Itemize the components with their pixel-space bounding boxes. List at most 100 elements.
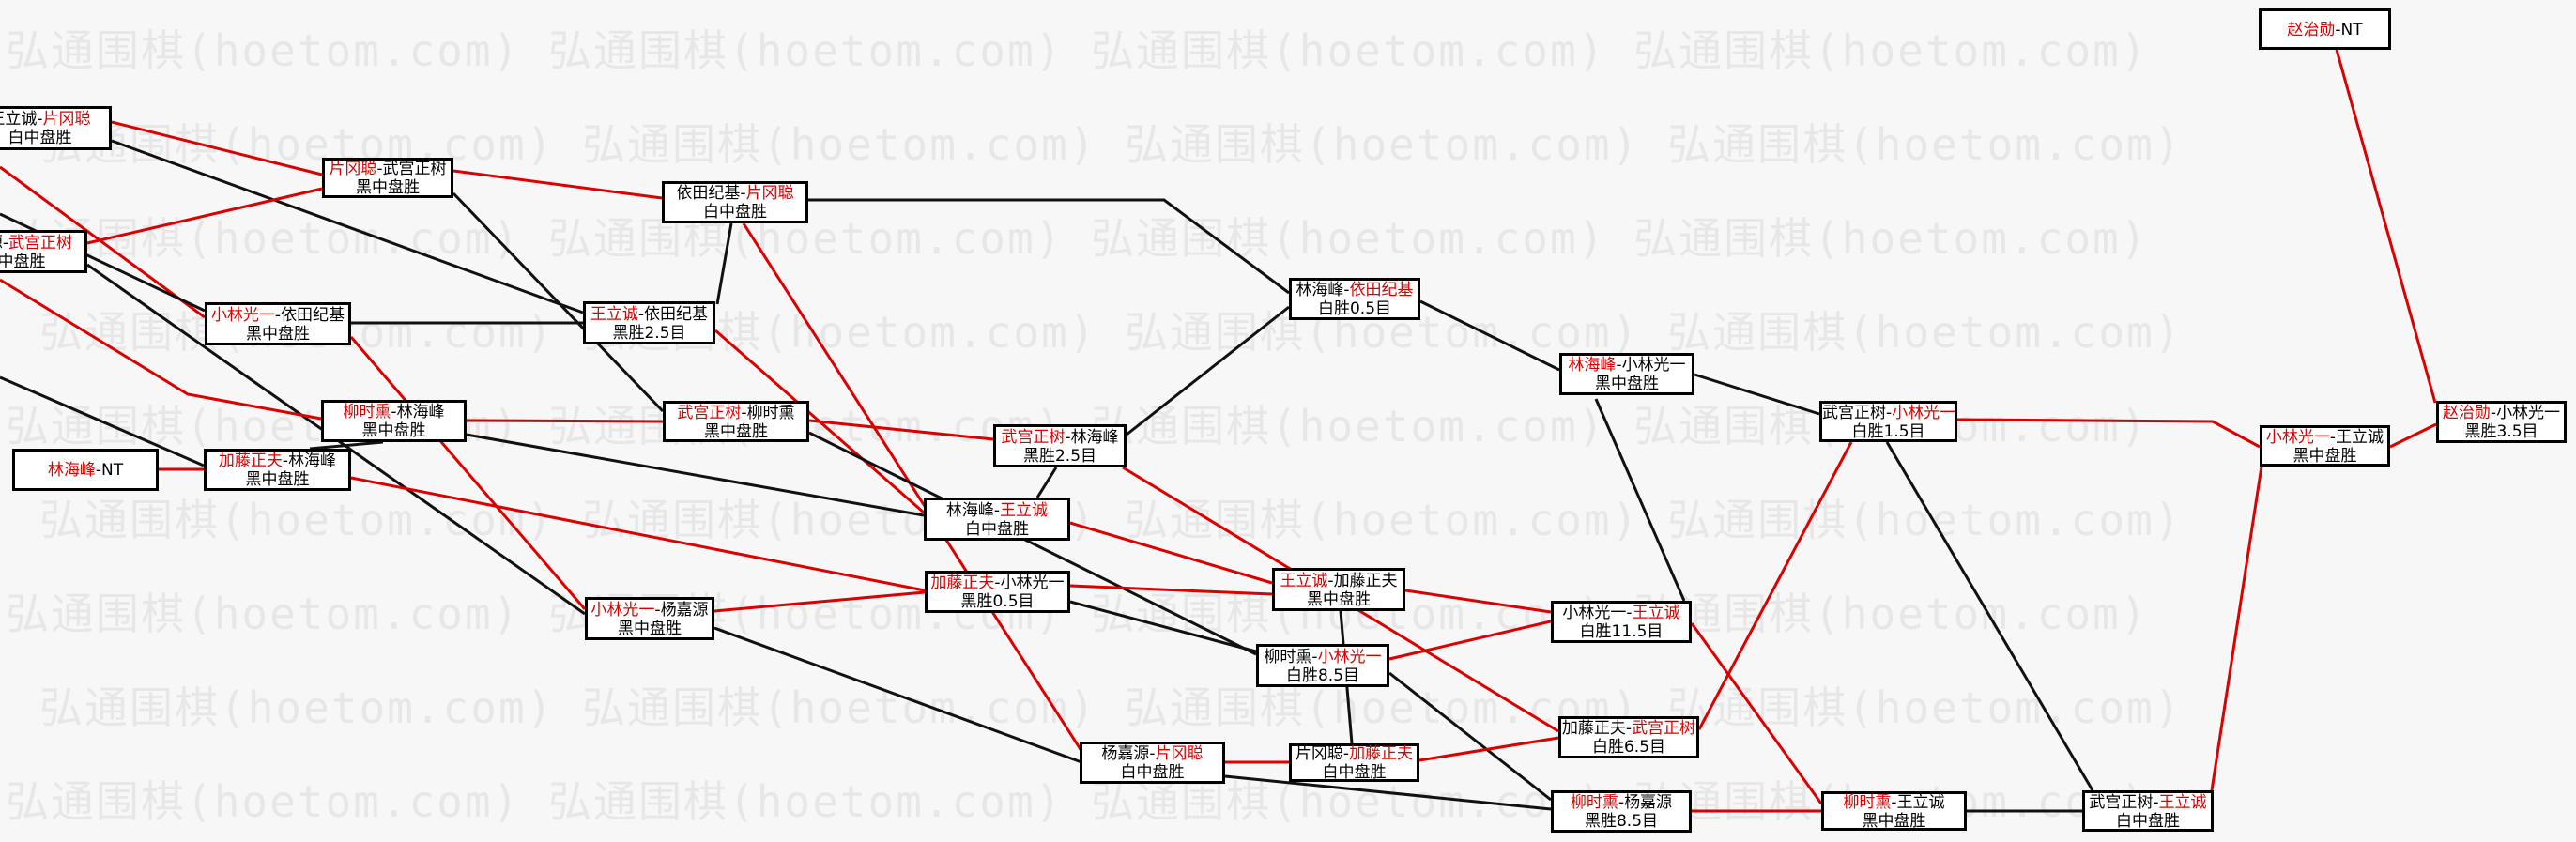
match-players: 小林光一-依田纪基 [207, 306, 348, 325]
match-box-g21[interactable]: 小林光一-王立诚 白胜11.5目 [1551, 601, 1692, 643]
players-separator: - [741, 403, 747, 422]
match-box-g7[interactable]: 加藤正夫-林海峰 黑中盘胜 [204, 449, 351, 491]
match-box-g8[interactable]: 依田纪基-片冈聪 白中盘胜 [662, 181, 808, 223]
players-separator: - [2153, 792, 2159, 812]
match-box-g2[interactable]: 杨嘉源-武宫正树 白中盘胜 [0, 230, 87, 273]
match-players: 赵治勋-小林光一 [2439, 404, 2564, 422]
edge-g18-g23-black [1388, 671, 1552, 802]
player-name-black: 王立诚 [1280, 571, 1328, 590]
edge-g16-g26-black [1694, 373, 1820, 416]
match-result: 黑胜2.5目 [612, 323, 686, 343]
match-players: 加藤正夫-小林光一 [928, 574, 1067, 592]
match-result: 白胜1.5目 [1851, 421, 1925, 441]
player-name-white: 小林光一 [1317, 647, 1382, 666]
match-box-g1[interactable]: 王立诚-片冈聪 白中盘胜 [0, 106, 112, 150]
match-players: 片冈聪-加藤正夫 [1292, 744, 1417, 763]
match-players: 小林光一-王立诚 [1554, 604, 1689, 622]
edge-g13-g18-black [1069, 600, 1257, 653]
match-box-g22[interactable]: 加藤正夫-武宫正树 白胜6.5目 [1558, 716, 1699, 758]
match-players: 柳时熏-小林光一 [1259, 648, 1387, 666]
match-box-g9[interactable]: 王立诚-依田纪基 黑胜2.5目 [583, 301, 715, 344]
edge-offscreen-left-g7-black [0, 375, 205, 467]
edge-g21-g24-red [1690, 622, 1823, 804]
players-separator: - [2335, 20, 2341, 39]
players-separator: - [993, 500, 1001, 520]
players-separator: - [1065, 427, 1071, 447]
edge-g1-g4-red [111, 120, 323, 176]
match-box-g23[interactable]: 柳时熏-杨嘉源 黑胜8.5目 [1551, 790, 1692, 833]
edge-g11-g15-black [1126, 305, 1290, 436]
match-box-g25[interactable]: 武宫正树-王立诚 白中盘胜 [2082, 790, 2214, 832]
edge-g4-g8-red [452, 169, 663, 200]
match-box-g14[interactable]: 小林光一-杨嘉源 黑中盘胜 [585, 597, 714, 640]
match-box-g17[interactable]: 王立诚-加藤正夫 黑中盘胜 [1272, 568, 1405, 611]
player-name-white: 小林光一 [1621, 356, 1686, 375]
match-box-g12[interactable]: 林海峰-王立诚 白中盘胜 [924, 498, 1070, 541]
player-name-white: 加藤正夫 [1349, 744, 1414, 763]
match-box-g18[interactable]: 柳时熏-小林光一 白胜8.5目 [1256, 644, 1389, 687]
watermark-text: 弘通围棋(hoetom.com) 弘通围棋(hoetom.com) 弘通围棋(h… [6, 589, 2149, 639]
player-name-black: 柳时熏 [343, 403, 391, 421]
players-separator: - [1891, 792, 1897, 812]
player-name-white: 加藤正夫 [1333, 571, 1398, 590]
match-box-g28[interactable]: 赵治勋-小林光一 黑胜3.5目 [2436, 401, 2567, 443]
match-box-g20[interactable]: 片冈聪-加藤正夫 白中盘胜 [1289, 743, 1419, 782]
player-name-white: 依田纪基 [644, 304, 709, 324]
match-players: 武宫正树-王立诚 [2085, 793, 2211, 812]
watermark-text: 弘通围棋(hoetom.com) 弘通围棋(hoetom.com) 弘通围棋(h… [39, 495, 2183, 545]
match-box-g15[interactable]: 林海峰-依田纪基 白胜0.5目 [1289, 278, 1420, 320]
match-result: 白中盘胜 [2116, 811, 2180, 831]
match-players: 柳时熏-杨嘉源 [1554, 793, 1689, 812]
match-players: 林海峰-王立诚 [927, 501, 1067, 520]
match-players: 小林光一-杨嘉源 [588, 601, 712, 620]
player-name-black: 王立诚 [590, 304, 638, 324]
player-name-white: 小林光一 [1000, 574, 1065, 592]
edge-g22-g26-red [1697, 441, 1853, 730]
match-box-g10[interactable]: 武宫正树-柳时熏 黑中盘胜 [663, 401, 809, 442]
players-separator: - [2, 233, 9, 253]
match-players: 加藤正夫-林海峰 [207, 452, 348, 470]
edge-g17-g21-red [1404, 589, 1552, 614]
match-box-g16[interactable]: 林海峰-小林光一 黑中盘胜 [1559, 353, 1694, 395]
edge-g29-g28-red [2335, 49, 2437, 404]
player-name-black: 武宫正树 [1001, 427, 1066, 447]
match-result: 白胜8.5目 [1285, 666, 1360, 685]
players-separator: - [37, 110, 43, 129]
edge-g14-g13-red [713, 590, 926, 613]
players-separator: - [654, 600, 661, 620]
player-name-white: 柳时熏 [746, 403, 795, 422]
match-box-g19[interactable]: 杨嘉源-片冈聪 白中盘胜 [1080, 742, 1225, 784]
match-result: 黑中盘胜 [704, 421, 768, 441]
edge-g25-g27-red [2210, 466, 2263, 791]
match-box-g24[interactable]: 柳时熏-王立诚 黑中盘胜 [1821, 791, 1967, 831]
match-players: 依田纪基-片冈聪 [665, 184, 805, 203]
match-players: 加藤正夫-武宫正树 [1561, 719, 1696, 738]
edge-g18-g21-red [1388, 620, 1552, 661]
match-box-g5[interactable]: 小林光一-依田纪基 黑中盘胜 [205, 302, 351, 345]
match-box-g11[interactable]: 武宫正树-林海峰 黑胜2.5目 [993, 424, 1127, 467]
match-result: 黑中盘胜 [246, 324, 310, 344]
match-players: 王立诚-片冈聪 [0, 110, 109, 129]
player-name-black: 林海峰 [1568, 356, 1617, 375]
player-name-white: 片冈聪 [745, 184, 794, 203]
match-box-g4[interactable]: 片冈聪-武宫正树 黑中盘胜 [322, 158, 453, 198]
match-box-g6[interactable]: 柳时熏-林海峰 黑中盘胜 [321, 400, 467, 442]
match-players: 片冈聪-武宫正树 [325, 160, 451, 178]
edge-g26-g27-red [1956, 418, 2261, 449]
match-box-g13[interactable]: 加藤正夫-小林光一 黑胜0.5目 [925, 571, 1070, 613]
player-name-white: 王立诚 [1000, 500, 1049, 520]
match-box-g27[interactable]: 小林光一-王立诚 黑中盘胜 [2260, 425, 2390, 467]
edge-g8-g19-red [742, 222, 1083, 752]
match-box-g26[interactable]: 武宫正树-小林光一 白胜1.5目 [1819, 401, 1957, 442]
player-name-black: 小林光一 [590, 600, 655, 620]
players-separator: - [1625, 719, 1633, 738]
match-box-g29[interactable]: 赵治勋-NT [2259, 8, 2391, 50]
match-result: 黑中盘胜 [2292, 446, 2357, 466]
match-players: 柳时熏-林海峰 [324, 403, 464, 421]
match-result: 黑中盘胜 [1307, 589, 1371, 609]
player-name-black: 武宫正树 [2089, 792, 2154, 812]
watermark-text: 弘通围棋(hoetom.com) 弘通围棋(hoetom.com) 弘通围棋(h… [39, 682, 2183, 733]
match-result: 白胜0.5目 [1317, 299, 1392, 318]
match-box-g3[interactable]: 林海峰-NT [12, 449, 159, 491]
